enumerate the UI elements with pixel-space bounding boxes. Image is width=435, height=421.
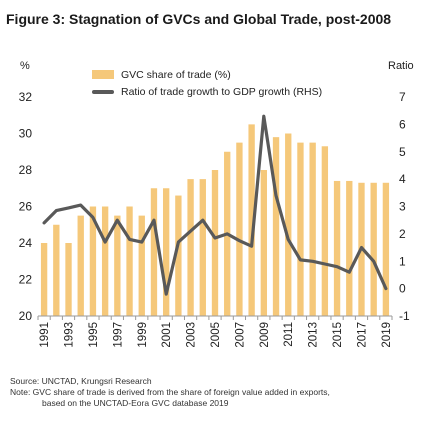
x-tick-label: 2011 — [283, 322, 295, 347]
x-tick-label: 1995 — [88, 322, 100, 348]
x-tick-label: 2007 — [234, 322, 246, 348]
bar-2010 — [272, 137, 280, 316]
legend-item-ratio: Ratio of trade growth to GDP growth (RHS… — [92, 83, 322, 100]
right-tick-label: 5 — [399, 145, 406, 159]
right-tick-label: 6 — [399, 117, 406, 131]
bar-2007 — [236, 142, 243, 316]
bar-1992 — [53, 224, 60, 316]
chart-title: Figure 3: Stagnation of GVCs and Global … — [6, 11, 392, 27]
bar-2001 — [162, 188, 170, 316]
x-tick-label: 2003 — [186, 322, 198, 348]
bar-2009 — [260, 170, 268, 316]
right-tick-label: 2 — [399, 227, 406, 241]
bar-2013 — [309, 142, 316, 316]
footer: Source: UNCTAD, Krungsri Research Note: … — [10, 376, 330, 409]
left-tick-label: 32 — [19, 90, 33, 104]
left-tick-label: 28 — [19, 163, 33, 177]
bar-2003 — [187, 179, 194, 316]
x-tick-label: 1993 — [64, 322, 76, 348]
bar-2005 — [211, 170, 219, 316]
source-note: Source: UNCTAD, Krungsri Research — [10, 376, 152, 386]
bar-2008 — [248, 124, 255, 316]
bar-1993 — [65, 243, 72, 316]
bar-1994 — [77, 215, 84, 316]
right-axis-label: Ratio — [388, 60, 414, 72]
legend-line-swatch — [92, 89, 114, 94]
bar-2014 — [321, 146, 329, 316]
x-tick-label: 2013 — [308, 322, 320, 348]
note-line-2: based on the UNCTAD-Eora GVC database 20… — [42, 398, 229, 408]
note-line-1: Note: GVC share of trade is derived from… — [10, 387, 330, 397]
bar-series — [40, 124, 390, 316]
x-tick-label: 2015 — [332, 322, 344, 348]
x-tick-label: 2005 — [210, 322, 222, 348]
x-tick-label: 2017 — [356, 322, 368, 348]
bar-2018 — [370, 182, 377, 316]
x-tick-label: 1991 — [39, 322, 51, 348]
bar-1997 — [114, 215, 121, 316]
legend-item-gvc: GVC share of trade (%) — [92, 66, 322, 83]
bar-2000 — [150, 188, 158, 316]
legend-label-gvc: GVC share of trade (%) — [121, 68, 231, 81]
bar-2019 — [382, 182, 390, 316]
left-axis-label: % — [20, 60, 30, 72]
bar-2015 — [333, 180, 341, 316]
legend-bar-swatch — [92, 70, 114, 79]
bar-1991 — [40, 243, 48, 316]
legend-label-ratio: Ratio of trade growth to GDP growth (RHS… — [121, 85, 323, 98]
bar-1995 — [89, 206, 97, 316]
right-tick-label: -1 — [399, 309, 410, 323]
bar-2012 — [297, 142, 304, 316]
axes: 20 22 24 26 28 30 32 -1 0 1 2 3 4 5 6 7 1991 1993 1995 1997… — [19, 90, 410, 348]
x-tick-label: 1999 — [137, 322, 149, 348]
bar-2011 — [285, 133, 292, 316]
left-tick-label: 20 — [19, 309, 33, 323]
ratio-line — [42, 114, 388, 296]
bar-2002 — [175, 195, 182, 316]
bar-1996 — [101, 206, 109, 316]
right-tick-label: 4 — [399, 172, 406, 186]
line-series — [42, 114, 388, 296]
left-tick-label: 24 — [19, 236, 33, 250]
left-tick-label: 30 — [19, 127, 33, 141]
x-tick-label: 2009 — [259, 322, 271, 348]
x-tick-label: 2019 — [381, 322, 393, 348]
x-tick-label: 1997 — [112, 322, 124, 348]
right-tick-label: 0 — [399, 282, 406, 296]
left-tick-label: 26 — [19, 200, 33, 214]
bar-1999 — [138, 215, 145, 316]
right-tick-label: 3 — [399, 200, 406, 214]
bar-2004 — [199, 179, 206, 316]
right-tick-label: 1 — [399, 254, 406, 268]
bar-2016 — [346, 180, 353, 316]
right-tick-label: 7 — [399, 90, 406, 104]
left-tick-label: 22 — [19, 273, 33, 287]
bar-1998 — [126, 206, 133, 316]
x-tick-label: 2001 — [161, 322, 173, 348]
legend: GVC share of trade (%) Ratio of trade gr… — [92, 66, 322, 100]
